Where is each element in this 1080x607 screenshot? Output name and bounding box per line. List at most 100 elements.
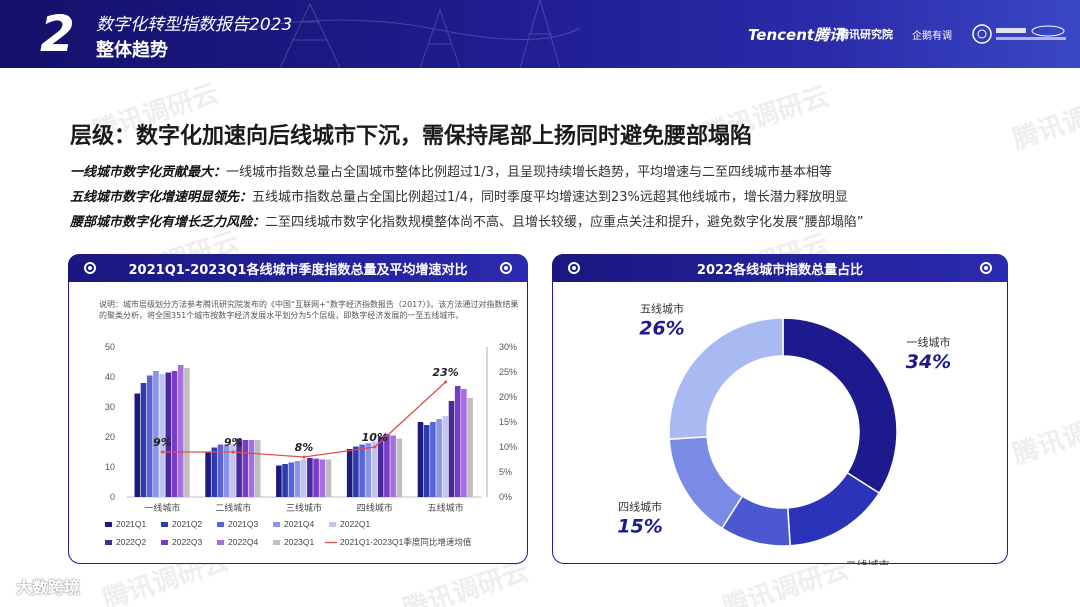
growth-point [444,380,448,384]
bar [171,371,178,497]
bullet-item: 一线城市数字化贡献最大：一线城市指数总量占全国城市整体比例超过1/3，且呈现持续… [70,160,1030,185]
bar [417,422,424,497]
legend-label: 2021Q1 [116,519,147,529]
bar [276,465,282,497]
bar [454,386,461,497]
header-banner: 2 数字化转型指数报告2023 整体趋势 Tencent腾讯 腾讯研究院 企鹅有… [0,0,1080,68]
bar [467,398,473,497]
bullet-text: 五线城市指数总量占全国比例超过1/4，同时季度平均增速达到23%远超其他线城市，… [252,190,848,205]
slice-label: 四线城市 [618,500,662,514]
legend-label: 2022Q1 [340,519,371,529]
growth-label: 8% [295,441,314,454]
legend-swatch [105,522,112,527]
legend-label: 2022Q2 [116,537,147,547]
y-tick-label: 0 [110,492,115,502]
legend-swatch [105,540,112,545]
tower-decoration [240,0,580,68]
footer-brand: 大数跨境 [16,578,81,597]
growth-point [302,455,306,459]
bar [236,438,242,497]
bar [217,444,224,497]
growth-point [231,450,235,454]
bar [384,434,390,497]
bar [153,371,159,497]
watermark: 腾讯调研云 [1009,86,1080,156]
tencent-logo: Tencent腾讯 [748,26,845,44]
legend-swatch [161,540,168,545]
legend-label: 2021Q1-2023Q1季度同比增速均值 [340,537,472,547]
y-tick-label: 10 [105,462,115,472]
bar [390,435,396,497]
y2-tick-label: 5% [499,467,512,477]
x-tick-label: 四线城市 [357,502,393,514]
growth-point [160,450,164,454]
bar [396,438,403,497]
donut-slice [782,317,898,495]
section-title: 整体趋势 [96,40,168,61]
bar [223,446,230,497]
legend-label: 2022Q4 [228,537,259,547]
bullet-item: 腰部城市数字化有增长乏力风险：二至四线城市数字化指数规模整体尚不高、且增长较缓，… [70,210,1030,235]
bar [430,422,436,497]
slice-percent: 34% [906,351,951,373]
bar-chart: 0 10 20 30 40 50 0% 5% 10% 15% 20% 25% 30% 一线城市 二线城市 三线… [105,342,517,547]
page-headline: 层级：数字化加速向后线城市下沉，需保持尾部上扬同时避免腰部塌陷 [70,124,753,149]
target-icon [500,262,512,274]
bullet-lead: 腰部城市数字化有增长乏力风险： [70,215,266,230]
growth-point [373,445,377,449]
y2-tick-label: 0% [499,492,512,502]
bullet-list: 一线城市数字化贡献最大：一线城市指数总量占全国城市整体比例超过1/3，且呈现持续… [70,160,1030,235]
y2-tick-label: 15% [499,417,517,427]
institute-logo: 腾讯研究院 [838,28,893,41]
bar [359,444,365,497]
bar [165,372,172,497]
bar [248,440,255,497]
target-icon [568,262,580,274]
bar [294,461,301,497]
slice-label: 五线城市 [640,301,684,315]
bar [300,459,307,497]
growth-label: 10% [362,431,388,444]
y2-tick-label: 25% [499,367,517,377]
slice-percent: 26% [639,317,684,339]
legend-label: 2021Q2 [172,519,203,529]
chart-note: 说明：城市层级划分方法参考腾讯研究院发布的《中国“互联网+”数字经济指数报告（2… [99,300,519,320]
legend-label: 2023Q1 [284,537,315,547]
bar [177,365,184,497]
bullet-text: 一线城市指数总量占全国城市整体比例超过1/3，且呈现持续增长趋势，平均增速与二至… [226,165,832,180]
target-icon [980,262,992,274]
bar [205,452,211,497]
slice-percent: 15% [617,516,662,538]
bar [146,375,153,497]
growth-label: 9% [224,436,243,449]
target-icon [84,262,96,274]
bar [353,446,359,497]
legend-swatch [273,522,280,527]
y-tick-label: 30 [105,402,115,412]
bar [282,464,288,497]
legend-label: 2022Q3 [172,537,203,547]
donut-slice [668,317,784,440]
bar [319,459,326,497]
bullet-item: 五线城市数字化增速明显领先：五线城市指数总量占全国比例超过1/4，同时季度平均增… [70,185,1030,210]
bar [442,416,449,497]
bar [371,441,378,497]
university-emblem-icon [972,24,1066,44]
growth-label: 23% [432,366,458,379]
y-tick-label: 40 [105,372,115,382]
bar-chart-panel: 2021Q1-2023Q1各线城市季度指数总量及平均增速对比 说明：城市层级划分… [68,254,528,564]
legend-label: 2021Q3 [228,519,259,529]
growth-label: 9% [153,436,172,449]
bar [159,374,165,497]
bar [461,389,467,497]
y2-tick-label: 30% [499,342,517,352]
y-tick-label: 20 [105,432,115,442]
bar [230,443,236,497]
bar [288,462,295,497]
legend-swatch [217,522,224,527]
bullet-lead: 五线城市数字化增速明显领先： [70,190,253,205]
bar [307,458,313,497]
report-title: 数字化转型指数报告2023 [96,15,293,35]
x-tick-label: 三线城市 [286,502,322,514]
